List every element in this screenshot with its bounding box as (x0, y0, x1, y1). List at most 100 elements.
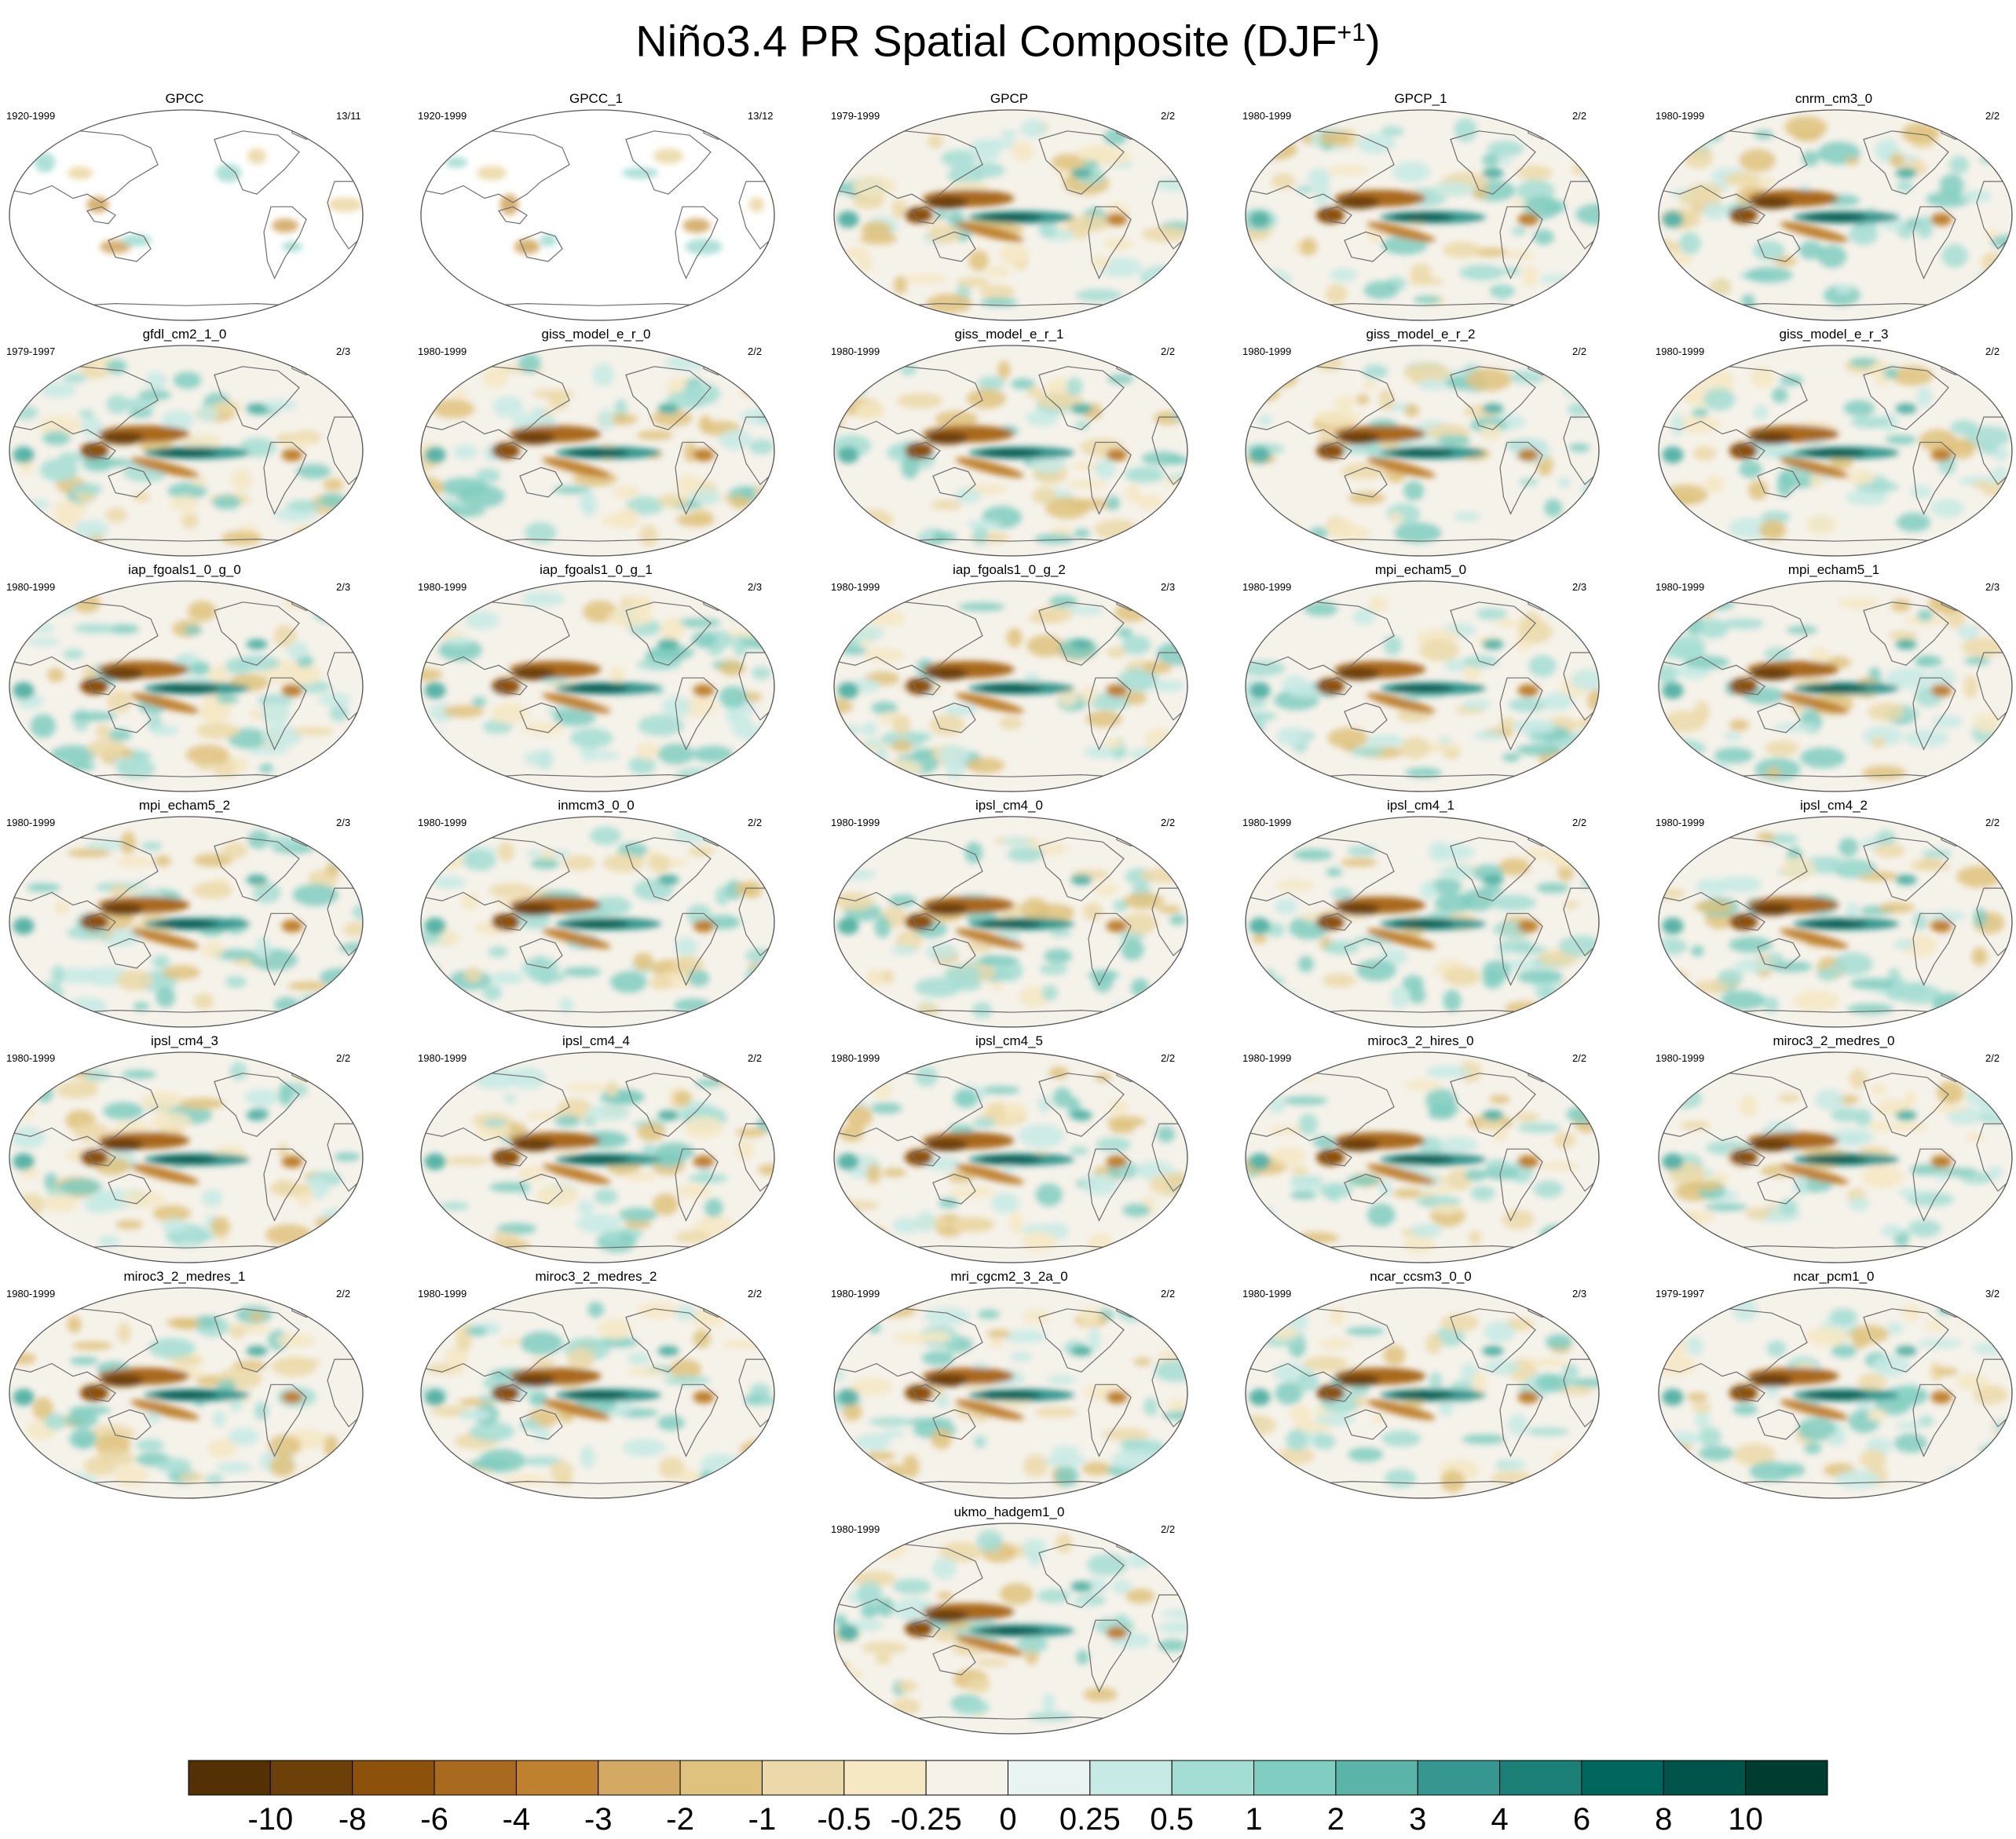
map-panel: ipsl_cm4_0 1980-1999 2/2 (831, 798, 1231, 1033)
map-plot (9, 580, 364, 792)
panel-title: GPCP (990, 91, 1029, 106)
colorbar-tick-label: 3 (1409, 1802, 1426, 1837)
anomaly-field (834, 589, 1187, 779)
map-plot (1658, 1287, 2013, 1499)
colorbar-tick-label: 0 (999, 1802, 1016, 1837)
panel-title: GPCC (165, 91, 204, 106)
colorbar: -10 -8 -6 -4 -3 -2 -1 -0.5 -0.25 0 0.25 0.5 1 2 3 4 6 8 10 (188, 1760, 1828, 1837)
panel-years: 1980-1999 (1656, 817, 1705, 828)
map-panel: mpi_echam5_0 1980-1999 2/3 (1242, 562, 1643, 798)
map-border (420, 1287, 775, 1499)
panel-title: mri_cgcm2_3_2a_0 (950, 1269, 1068, 1284)
map-border (833, 1523, 1188, 1735)
panel-title: mpi_echam5_2 (138, 798, 231, 813)
panel-years: 1979-1997 (1656, 1288, 1705, 1300)
colorbar-swatch (1008, 1760, 1091, 1796)
panel-years: 1980-1999 (1242, 110, 1292, 122)
map-plot (9, 1287, 364, 1499)
colorbar-swatch (434, 1760, 517, 1796)
colorbar-swatch (1499, 1760, 1582, 1796)
colorbar-tick-label: 8 (1655, 1802, 1672, 1837)
map-plot (833, 1051, 1188, 1263)
map-plot (1245, 580, 1600, 792)
panel-years: 1980-1999 (1242, 345, 1292, 357)
map-border (420, 816, 775, 1028)
panel-event-count: 2/2 (1161, 1523, 1176, 1535)
panel-title: ukmo_hadgem1_0 (953, 1504, 1065, 1519)
colorbar-swatch (925, 1760, 1009, 1796)
map-border (1245, 580, 1600, 792)
map-panel: cnrm_cm3_0 1980-1999 2/2 (1656, 91, 2016, 327)
panel-event-count: 2/2 (1572, 1052, 1587, 1064)
colorbar-tick-label: -2 (666, 1802, 694, 1837)
map-panel: giss_model_e_r_0 1980-1999 2/2 (418, 327, 818, 562)
colorbar-swatch (352, 1760, 435, 1796)
panel-event-count: 2/3 (1985, 581, 2000, 593)
map-panel: giss_model_e_r_3 1980-1999 2/2 (1656, 327, 2016, 562)
map-plot (833, 1523, 1188, 1735)
map-background (421, 110, 774, 320)
colorbar-swatch (679, 1760, 763, 1796)
panel-title: ncar_pcm1_0 (1793, 1269, 1875, 1284)
colorbar-swatch (1663, 1760, 1747, 1796)
panel-years: 1980-1999 (1242, 581, 1292, 593)
colorbar-tick-label: -10 (247, 1802, 293, 1837)
panel-event-count: 2/2 (1161, 817, 1176, 828)
map-plot (1245, 1287, 1600, 1499)
panel-years: 1980-1999 (418, 817, 467, 828)
panel-title: giss_model_e_r_0 (541, 327, 651, 342)
map-panel: ipsl_cm4_3 1980-1999 2/2 (6, 1033, 407, 1269)
map-panel: ncar_ccsm3_0_0 1980-1999 2/3 (1242, 1269, 1643, 1504)
panel-title: giss_model_e_r_1 (954, 327, 1064, 342)
map-border (1658, 345, 2013, 557)
title-main: Niño3.4 PR Spatial Composite (DJF (635, 16, 1337, 66)
panel-years: 1980-1999 (831, 1288, 880, 1300)
map-panel: miroc3_2_hires_0 1980-1999 2/2 (1242, 1033, 1643, 1269)
panel-years: 1980-1999 (1242, 1288, 1292, 1300)
anomaly-field (834, 1294, 1187, 1490)
map-plot (833, 816, 1188, 1028)
coastlines (1659, 1297, 2012, 1498)
map-border (9, 816, 364, 1028)
panel-years: 1980-1999 (6, 1052, 56, 1064)
panel-years: 1980-1999 (418, 581, 467, 593)
map-plot (1245, 816, 1600, 1028)
colorbar-tick-label: 0.5 (1150, 1802, 1194, 1837)
map-panel: ipsl_cm4_4 1980-1999 2/2 (418, 1033, 818, 1269)
panel-years: 1920-1999 (6, 110, 56, 122)
map-plot (420, 1051, 775, 1263)
panel-years: 1980-1999 (831, 1052, 880, 1064)
map-border (1245, 109, 1600, 321)
anomaly-field (9, 824, 363, 1017)
map-plot (833, 1287, 1188, 1499)
colorbar-swatch (1745, 1760, 1828, 1796)
panel-event-count: 2/3 (1572, 581, 1587, 593)
panel-years: 1920-1999 (418, 110, 467, 122)
panel-years: 1980-1999 (1656, 110, 1705, 122)
map-panel: miroc3_2_medres_0 1980-1999 2/2 (1656, 1033, 2016, 1269)
map-plot (420, 345, 775, 557)
panel-event-count: 2/2 (1161, 110, 1176, 122)
panel-title: ipsl_cm4_3 (151, 1033, 218, 1048)
map-panel: ipsl_cm4_1 1980-1999 2/2 (1242, 798, 1643, 1033)
map-panel: gfdl_cm2_1_0 1979-1997 2/3 (6, 327, 407, 562)
panel-years: 1980-1999 (6, 581, 56, 593)
panel-years: 1980-1999 (6, 1288, 56, 1300)
map-background (9, 110, 363, 320)
map-border (1245, 816, 1600, 1028)
colorbar-tick-label: -0.25 (891, 1802, 962, 1837)
map-plot (420, 109, 775, 321)
map-plot (1658, 816, 2013, 1028)
panel-years: 1980-1999 (1656, 345, 1705, 357)
anomaly-field (1659, 830, 2012, 1015)
panel-years: 1980-1999 (831, 817, 880, 828)
map-panel: ipsl_cm4_5 1980-1999 2/2 (831, 1033, 1231, 1269)
map-border (9, 345, 364, 557)
map-border (833, 816, 1188, 1028)
map-plot (833, 109, 1188, 321)
panel-event-count: 2/2 (336, 1052, 351, 1064)
map-border (833, 109, 1188, 321)
panel-title: cnrm_cm3_0 (1795, 91, 1873, 106)
colorbar-tick-label: -4 (503, 1802, 531, 1837)
map-plot (1245, 1051, 1600, 1263)
